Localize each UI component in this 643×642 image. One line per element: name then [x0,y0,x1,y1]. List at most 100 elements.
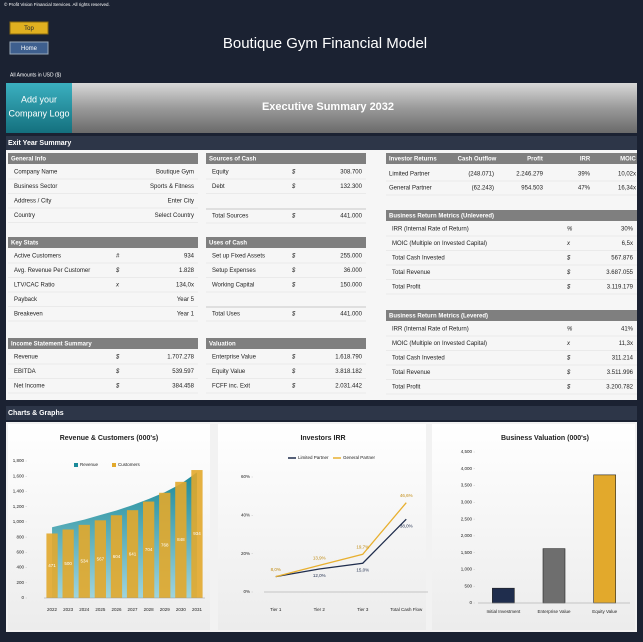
legend-label: Revenue [80,462,99,467]
bar-label: 848 [177,537,185,542]
bar [126,510,139,598]
legend-label: Customers [118,462,141,467]
row-unit: $ [115,268,120,274]
bar [110,515,123,598]
row-label: Breakeven [14,312,43,318]
top-button-label[interactable]: Top [24,26,34,32]
row-label: Total Revenue [392,270,431,276]
y-tick-label: 500 [464,583,472,588]
bar-label: 534 [80,559,88,564]
y-tick-label: 1,000 [13,519,25,524]
row-value: 255.000 [340,254,362,260]
y-tick-label: 200 [16,580,24,585]
column-header: Profit [527,157,543,163]
home-button[interactable] [9,41,49,55]
chart-title: Revenue & Customers (000's) [60,435,159,442]
y-tick-label: 4,500 [461,449,473,454]
banner [72,83,637,133]
row-value: 6,5x [622,241,633,247]
y-tick-label: 400 [16,565,24,570]
row-unit: % [567,227,573,233]
cell: 47% [578,186,591,192]
bar [159,492,171,598]
row-value: 134,0x [176,283,194,289]
row-value: 3.119.179 [607,285,634,291]
row-label: Address / City [14,199,51,205]
logo-box [6,83,72,133]
data-label: 46,6% [400,493,413,498]
row-value: 934 [184,254,195,260]
row-value: 3.818.182 [335,369,362,375]
row-unit: $ [566,270,571,276]
x-tick-label: Equity Value [592,609,617,614]
column-header: Cash Outflow [458,157,497,163]
row-value: Boutique Gym [156,170,194,176]
y-tick-label: 3,000 [461,500,473,505]
cell: (248.071) [468,172,494,178]
row-label: IRR (Internal Rate of Return) [392,327,469,333]
cell: 39% [578,172,591,178]
bar [175,481,187,598]
row-unit: $ [291,268,296,274]
row-label: Setup Expenses [212,268,256,274]
table-header [386,210,637,221]
bar-label: 567 [97,556,105,561]
y-tick-label: 1,400 [13,489,25,494]
cell: General Partner [389,186,432,192]
y-tick-label: 1,800 [13,458,25,463]
data-label: 12,0% [313,573,326,578]
row-value: Sports & Fitness [150,184,194,190]
row-unit: # [116,254,120,260]
data-label: 38,0% [400,523,413,528]
row-unit: $ [115,369,120,375]
row-label: Total Uses [212,312,240,318]
section-bar [6,136,637,150]
row-label: Business Sector [14,184,57,190]
row-unit: $ [566,385,571,391]
y-tick-label: 1,600 [13,473,25,478]
row-unit: x [115,283,120,289]
section-title: Exit Year Summary [8,140,71,147]
bar [492,587,515,604]
row-label: Equity [212,170,229,176]
cell: 2.246.279 [516,172,543,178]
x-tick-label: Tier 1 [270,607,282,612]
bar [143,501,155,598]
x-tick-label: Initial Investment [486,609,521,614]
y-tick-label: 1,500 [461,550,473,555]
bar-label: 471 [48,563,56,568]
x-tick-label: 2031 [192,607,203,612]
x-tick-label: 2030 [176,607,187,612]
chart-title: Business Valuation (000's) [501,435,589,442]
line [275,502,407,578]
x-tick-label: 2025 [95,607,106,612]
row-value: 2.031.442 [335,384,362,390]
row-value: 441.000 [340,312,362,318]
cell: 954.503 [521,186,543,192]
y-tick-label: 600 [16,550,24,555]
table-title: General Info [11,157,46,163]
y-tick-label: 4,000 [461,466,473,471]
row-value: 30% [621,227,634,233]
row-label: MOIC (Multiple on Invested Capital) [392,241,487,247]
table-title: Income Statement Summary [11,342,92,348]
row-unit: $ [115,355,120,361]
row-label: Avg. Revenue Per Customer [14,268,90,274]
row-value: 441.000 [340,214,362,220]
row-label: FCFF inc. Exit [212,384,250,390]
row-label: Equity Value [212,369,246,375]
x-tick-label: 2029 [160,607,171,612]
table-title: Business Return Metrics (Levered) [389,314,488,320]
x-tick-label: Total Cash Flow [390,607,423,612]
bar-label: 500 [64,561,72,566]
row-value: 3.687.055 [606,270,633,276]
table-title: Valuation [209,342,236,348]
y-tick-label: 20% [241,551,250,556]
home-button-label[interactable]: Home [21,46,38,52]
y-tick-label: 40% [241,513,250,518]
top-button[interactable] [9,21,49,35]
cell: 16,34x [618,186,636,192]
legend-swatch [74,463,78,467]
chart-panel [218,424,426,630]
